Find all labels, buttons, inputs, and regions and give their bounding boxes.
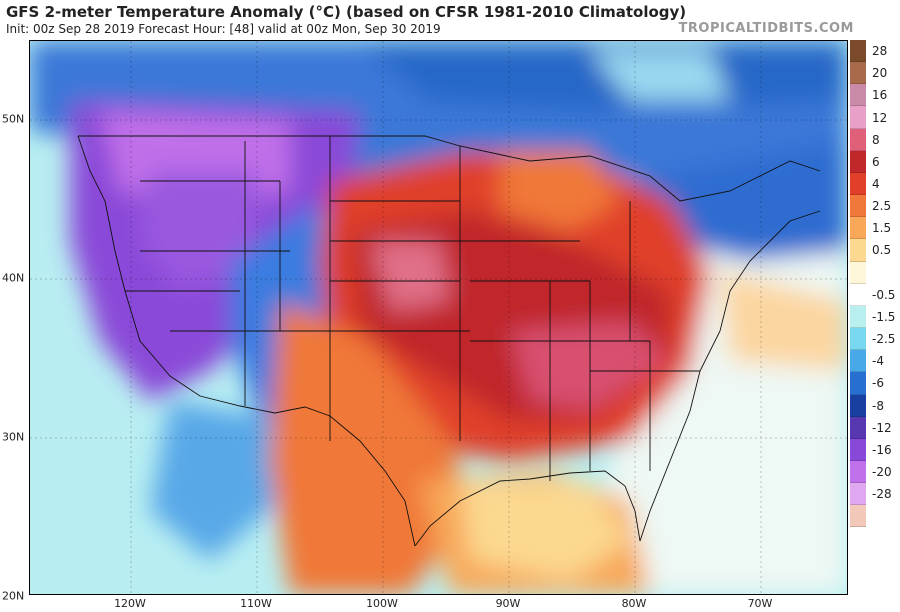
legend-entry: 28	[850, 40, 900, 63]
legend-entry: 6	[850, 150, 900, 173]
legend-entry: 8	[850, 128, 900, 151]
legend-label: -0.5	[872, 287, 896, 302]
legend-entry: 16	[850, 84, 900, 107]
legend-entry: 2.5	[850, 195, 900, 218]
lon-label: 100W	[366, 597, 398, 610]
map-subtitle: Init: 00z Sep 28 2019 Forecast Hour: [48…	[6, 22, 441, 36]
lon-label: 70W	[747, 597, 773, 610]
legend-swatch	[850, 505, 866, 528]
legend-label: 2.5	[872, 199, 892, 214]
legend-entry: -20	[850, 460, 900, 484]
lat-lon-grid	[30, 41, 847, 594]
legend-label: 1.5	[872, 221, 892, 236]
legend-swatch	[850, 328, 866, 351]
legend-label: 28	[872, 44, 888, 59]
legend-swatch	[850, 483, 866, 506]
legend-entry: -4	[850, 350, 900, 373]
us-west-coast-border	[77, 135, 416, 547]
lon-label: 80W	[621, 597, 647, 610]
legend-entry: -0.5	[850, 283, 900, 306]
legend-entry: -28	[850, 483, 900, 506]
legend-entry: -1.5	[850, 305, 900, 329]
legend-swatch	[850, 261, 866, 284]
legend-swatch	[850, 239, 866, 262]
legend-label: 4	[872, 177, 880, 192]
legend-swatch	[850, 217, 866, 240]
legend-label: -6	[872, 376, 884, 391]
anomaly-field	[30, 41, 847, 594]
legend-swatch	[850, 394, 866, 417]
legend-label: 8	[872, 132, 880, 147]
atlantic-coast	[639, 210, 821, 542]
lat-label: 20N	[2, 589, 25, 603]
legend-entry	[850, 505, 900, 528]
legend-label: -28	[872, 487, 892, 502]
legend-swatch	[850, 195, 866, 218]
legend-entry: 12	[850, 106, 900, 129]
legend-label: -2.5	[872, 332, 896, 347]
legend-label: -4	[872, 354, 884, 369]
lat-label: 50N	[2, 112, 25, 126]
legend-label: -12	[872, 420, 892, 435]
temperature-anomaly-map	[29, 40, 848, 595]
legend-swatch	[850, 62, 866, 85]
legend-swatch	[850, 40, 866, 63]
lon-label: 110W	[240, 597, 272, 610]
legend-label: -1.5	[872, 309, 896, 324]
legend-swatch	[850, 128, 866, 151]
legend-label: -16	[872, 442, 892, 457]
legend-swatch	[850, 305, 866, 329]
brand-watermark[interactable]: TROPICALTIDBITS.COM	[678, 21, 854, 36]
legend-label: 16	[872, 88, 888, 103]
legend-swatch	[850, 84, 866, 107]
legend-entry: -8	[850, 394, 900, 417]
lon-label: 90W	[495, 597, 521, 610]
color-legend: 28 20 16 12 8 6 4 2.5 1.5 0.5 -0.5 -1.5 -2.5 -4 -6 -8 -1…	[850, 40, 900, 594]
legend-label: -8	[872, 398, 884, 413]
legend-entry: 4	[850, 172, 900, 196]
political-boundaries	[77, 135, 821, 547]
legend-entry: -2.5	[850, 328, 900, 351]
legend-label: 20	[872, 66, 888, 81]
legend-entry	[850, 261, 900, 284]
legend-swatch	[850, 372, 866, 395]
map-canvas	[30, 41, 847, 594]
legend-swatch	[850, 350, 866, 373]
map-title: GFS 2-meter Temperature Anomaly (°C) (ba…	[6, 3, 687, 21]
lon-label: 120W	[114, 597, 146, 610]
legend-swatch	[850, 416, 866, 439]
legend-entry: 20	[850, 62, 900, 85]
legend-label: -20	[872, 465, 892, 480]
legend-entry: -6	[850, 372, 900, 395]
legend-swatch	[850, 172, 866, 196]
legend-swatch	[850, 460, 866, 484]
legend-swatch	[850, 438, 866, 461]
legend-entry: 0.5	[850, 239, 900, 262]
legend-swatch	[850, 283, 866, 306]
lat-label: 40N	[2, 271, 25, 285]
legend-swatch	[850, 106, 866, 129]
legend-label: 0.5	[872, 243, 892, 258]
legend-entry: -12	[850, 416, 900, 439]
legend-swatch	[850, 150, 866, 173]
legend-entry: 1.5	[850, 217, 900, 240]
legend-label: 12	[872, 110, 888, 125]
legend-label: 6	[872, 154, 880, 169]
legend-entry: -16	[850, 438, 900, 461]
lat-label: 30N	[2, 430, 25, 444]
us-canada-border	[78, 135, 821, 202]
